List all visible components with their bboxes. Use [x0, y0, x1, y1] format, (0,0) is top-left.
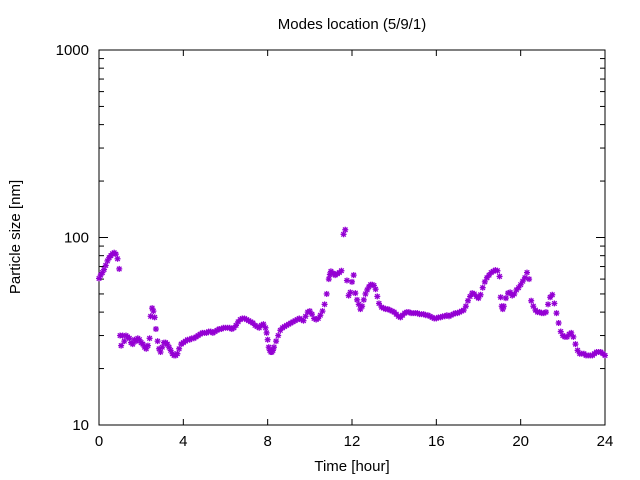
- data-point: [572, 341, 579, 348]
- data-point: [230, 324, 237, 331]
- data-point: [350, 272, 357, 279]
- data-point: [139, 341, 146, 348]
- data-point: [360, 296, 367, 303]
- x-tick-label: 4: [179, 433, 187, 450]
- data-point: [523, 269, 530, 276]
- data-point: [325, 276, 332, 283]
- data-point: [551, 300, 558, 307]
- x-tick-label: 24: [597, 433, 614, 450]
- data-point: [121, 338, 128, 345]
- y-axis-label: Particle size [nm]: [7, 180, 24, 294]
- data-point: [342, 226, 349, 233]
- data-point: [497, 294, 504, 301]
- data-point: [545, 301, 552, 308]
- x-tick-label: 20: [512, 433, 529, 450]
- x-tick-label: 8: [263, 433, 271, 450]
- data-point: [347, 289, 354, 296]
- data-point: [262, 324, 269, 331]
- data-point: [602, 352, 608, 359]
- data-point: [174, 350, 181, 357]
- data-point: [275, 332, 282, 339]
- x-axis-label: Time [hour]: [314, 458, 389, 475]
- data-point: [114, 255, 121, 262]
- data-point: [528, 297, 535, 304]
- data-point: [352, 290, 359, 297]
- data-point: [553, 310, 560, 317]
- data-point: [151, 314, 158, 321]
- data-point: [116, 265, 123, 272]
- data-point: [146, 335, 153, 342]
- data-point: [157, 349, 164, 356]
- x-tick-label: 0: [95, 433, 103, 450]
- data-point: [338, 267, 345, 274]
- data-point: [176, 345, 183, 352]
- data-point: [273, 338, 280, 345]
- data-point: [494, 267, 501, 274]
- data-point: [477, 291, 484, 298]
- data-point: [263, 329, 270, 336]
- data-point: [496, 273, 503, 280]
- x-tick-label: 12: [344, 433, 361, 450]
- data-point: [374, 293, 381, 300]
- data-point: [372, 286, 379, 293]
- data-point: [555, 319, 562, 326]
- data-point: [500, 303, 507, 310]
- data-point: [526, 276, 533, 283]
- data-point: [270, 344, 277, 351]
- data-point: [542, 309, 549, 316]
- data-point: [154, 338, 161, 345]
- data-point: [343, 277, 350, 284]
- y-tick-label: 10: [72, 417, 89, 434]
- data-point: [502, 295, 509, 302]
- x-axis: 0 4 8 12 16 20 24: [95, 50, 614, 450]
- data-point: [359, 303, 366, 310]
- data-point: [150, 308, 157, 315]
- data-point: [319, 308, 326, 315]
- y-axis: 10 100 1000: [56, 42, 605, 434]
- y-tick-label: 1000: [56, 42, 89, 59]
- data-point: [323, 290, 330, 297]
- data-point: [144, 342, 151, 349]
- data-point: [479, 284, 486, 291]
- data-point: [152, 326, 159, 333]
- data-point: [264, 336, 271, 343]
- data-point: [549, 291, 556, 298]
- data-point: [462, 303, 469, 310]
- data-points: [96, 226, 608, 359]
- data-point: [570, 333, 577, 340]
- chart-title: Modes location (5/9/1): [278, 16, 426, 33]
- data-point: [112, 251, 119, 258]
- data-point: [118, 342, 125, 349]
- y-tick-label: 100: [64, 230, 89, 247]
- data-point: [349, 278, 355, 285]
- x-tick-label: 16: [428, 433, 445, 450]
- data-point: [321, 301, 328, 308]
